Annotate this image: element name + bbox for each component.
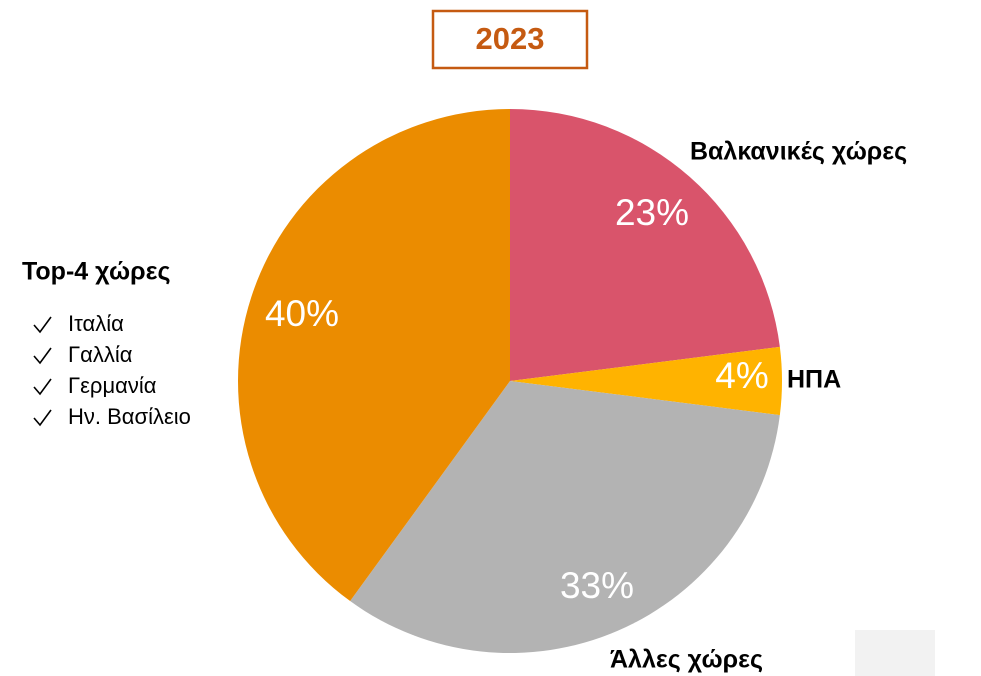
data-label: 33% [560, 565, 634, 606]
category-label: ΗΠΑ [787, 366, 841, 394]
category-label: Άλλες χώρες [610, 646, 763, 674]
checkmark [33, 409, 52, 427]
data-label: 40% [265, 293, 339, 334]
list-item: Γαλλία [68, 342, 133, 367]
list-item: Ην. Βασίλειο [68, 404, 191, 429]
title-box [431, 9, 589, 70]
checkmark [33, 316, 52, 334]
chart-title: 2023 [476, 21, 545, 56]
pie [238, 109, 783, 653]
checkmark [33, 347, 52, 365]
category-label: Top-4 χώρες [22, 258, 170, 286]
pie-slice [510, 109, 780, 381]
category-label: Βαλκανικές χώρες [690, 138, 907, 166]
pie-slice [238, 109, 510, 602]
checkmark [33, 378, 52, 396]
list-item: Ιταλία [68, 311, 124, 336]
pie-slice [350, 381, 780, 653]
pie-slice [510, 346, 783, 416]
data-label: 4% [715, 355, 768, 396]
data-label: 23% [615, 192, 689, 233]
decor-box [855, 630, 935, 676]
list-item: Γερμανία [68, 373, 157, 398]
